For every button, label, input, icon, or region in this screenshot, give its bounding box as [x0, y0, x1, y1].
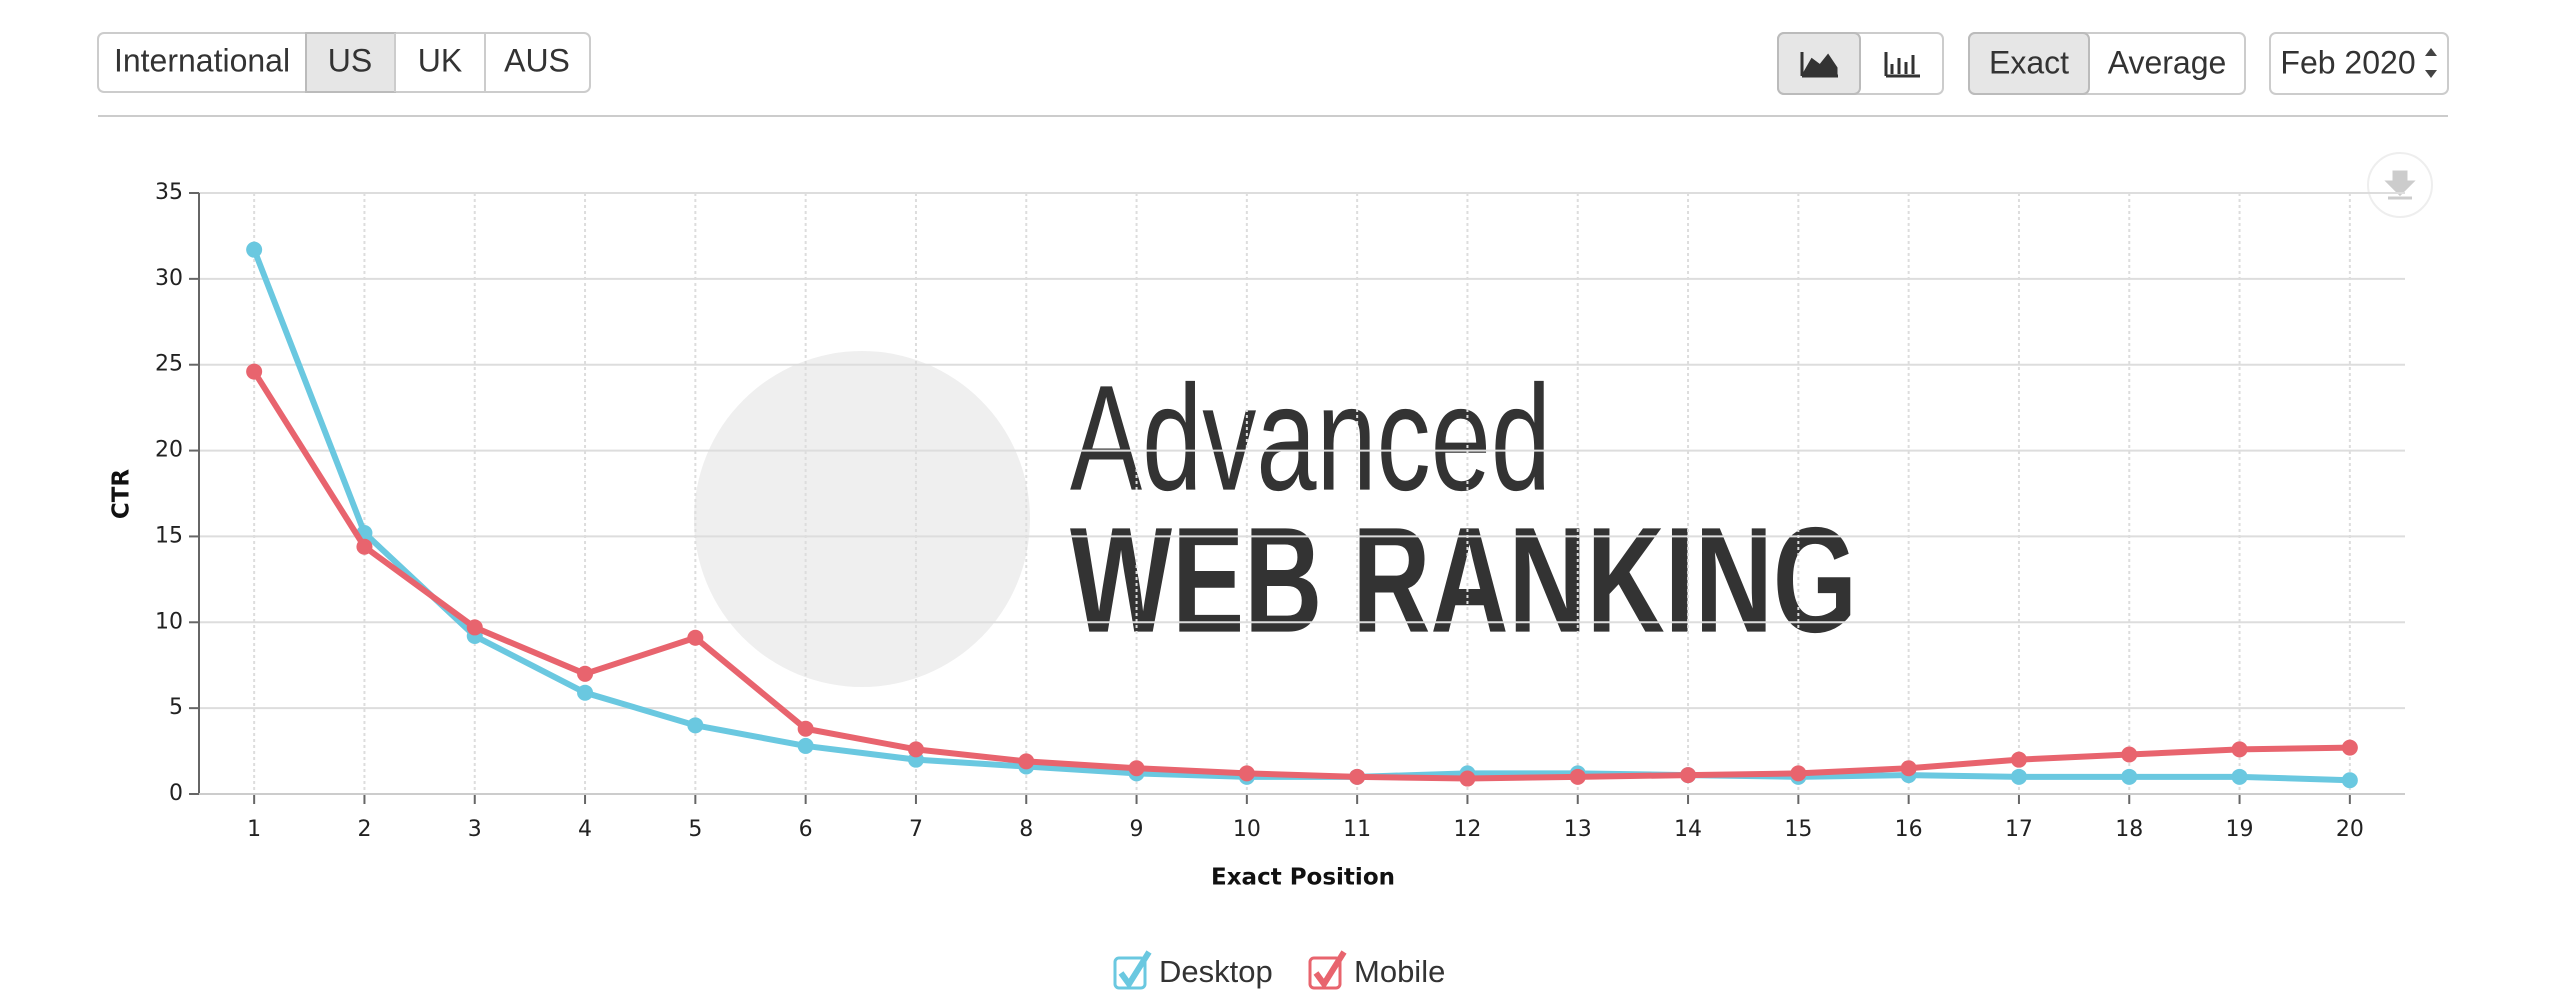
- y-tick-label: 5: [169, 695, 183, 720]
- point: [577, 684, 594, 701]
- point: [2121, 746, 2138, 763]
- point: [2231, 768, 2248, 785]
- point: [1680, 767, 1697, 784]
- download-icon: [2384, 170, 2416, 200]
- area-icon: [1800, 52, 1838, 78]
- button-selected: [1968, 32, 2090, 95]
- download-button[interactable]: [2367, 152, 2433, 218]
- x-tick-label: 3: [468, 817, 482, 842]
- point: [1349, 768, 1366, 785]
- point: [1900, 760, 1917, 777]
- region-button[interactable]: US: [328, 42, 372, 78]
- x-tick-label: 4: [578, 817, 592, 842]
- point: [1018, 753, 1035, 770]
- x-tick-label: 8: [1019, 817, 1033, 842]
- point: [1569, 768, 1586, 785]
- point: [246, 241, 263, 258]
- y-tick-label: 25: [155, 352, 183, 377]
- x-tick-label: 16: [1895, 817, 1923, 842]
- x-tick-label: 13: [1564, 817, 1592, 842]
- x-tick-label: 10: [1233, 817, 1261, 842]
- x-tick-label: 17: [2005, 817, 2033, 842]
- point: [2231, 741, 2248, 758]
- point: [2121, 768, 2138, 785]
- x-axis-title: Exact Position: [1211, 865, 1395, 891]
- watermark-text: Advanced: [1070, 354, 1551, 522]
- y-tick-label: 30: [155, 266, 183, 291]
- point: [797, 737, 814, 754]
- legend-check: [1118, 950, 1152, 990]
- x-tick-label: 2: [357, 817, 371, 842]
- legend-item[interactable]: Desktop: [1113, 950, 1273, 990]
- x-tick-label: 1: [247, 817, 261, 842]
- mode-buttons: Exact Average: [1968, 32, 2246, 95]
- region-button[interactable]: UK: [418, 42, 462, 78]
- point: [2010, 768, 2027, 785]
- y-tick-label: 15: [155, 523, 183, 548]
- y-tick-label: 0: [169, 781, 183, 806]
- legend-check: [1313, 950, 1347, 990]
- y-axis-title: CTR: [109, 469, 135, 520]
- select-box: [2269, 32, 2449, 95]
- legend-label: Mobile: [1354, 954, 1445, 989]
- point: [2010, 751, 2027, 768]
- point: [246, 363, 263, 380]
- point: [466, 619, 483, 636]
- x-tick-label: 5: [688, 817, 702, 842]
- x-tick-label: 15: [1784, 817, 1812, 842]
- button-selected: [305, 32, 396, 93]
- bar-chart-button[interactable]: [1884, 52, 1920, 78]
- select-arrows: [2425, 48, 2437, 78]
- legend-label: Desktop: [1159, 954, 1273, 989]
- point: [687, 717, 704, 734]
- watermark-text: WEB RANKING: [1070, 496, 1857, 664]
- x-tick-label: 19: [2226, 817, 2254, 842]
- chart-type-buttons: [1777, 32, 1944, 95]
- point: [797, 720, 814, 737]
- y-tick-label: 20: [155, 438, 183, 463]
- point: [2341, 739, 2358, 756]
- y-tick-label: 10: [155, 609, 183, 634]
- point: [1790, 765, 1807, 782]
- x-tick-label: 6: [799, 817, 813, 842]
- point: [907, 741, 924, 758]
- mode-button[interactable]: Average: [2108, 44, 2227, 80]
- mode-button[interactable]: Exact: [1989, 44, 2069, 80]
- globe: [694, 351, 1030, 687]
- region-buttons: International US UK AUS: [97, 32, 591, 93]
- point: [356, 538, 373, 555]
- watermark: Advanced WEB RANKING: [694, 351, 1857, 687]
- x-tick-label: 7: [909, 817, 923, 842]
- point: [1459, 770, 1476, 787]
- region-button[interactable]: AUS: [504, 42, 570, 78]
- series-line: [251, 369, 2350, 782]
- date-select[interactable]: Feb 2020: [2269, 32, 2449, 95]
- x-tick-label: 11: [1343, 817, 1371, 842]
- point: [1238, 765, 1255, 782]
- y-tick-label: 35: [155, 180, 183, 205]
- date-value: Feb 2020: [2280, 44, 2415, 80]
- point: [2341, 772, 2358, 789]
- legend-item[interactable]: Mobile: [1308, 950, 1445, 990]
- point: [1128, 760, 1145, 777]
- x-tick-label: 14: [1674, 817, 1702, 842]
- point: [687, 629, 704, 646]
- bar-icon: [1884, 52, 1920, 78]
- region-button[interactable]: International: [114, 42, 290, 78]
- x-tick-label: 9: [1130, 817, 1144, 842]
- x-tick-label: 12: [1453, 817, 1481, 842]
- point: [577, 665, 594, 682]
- x-tick-label: 18: [2115, 817, 2143, 842]
- x-tick-label: 20: [2336, 817, 2364, 842]
